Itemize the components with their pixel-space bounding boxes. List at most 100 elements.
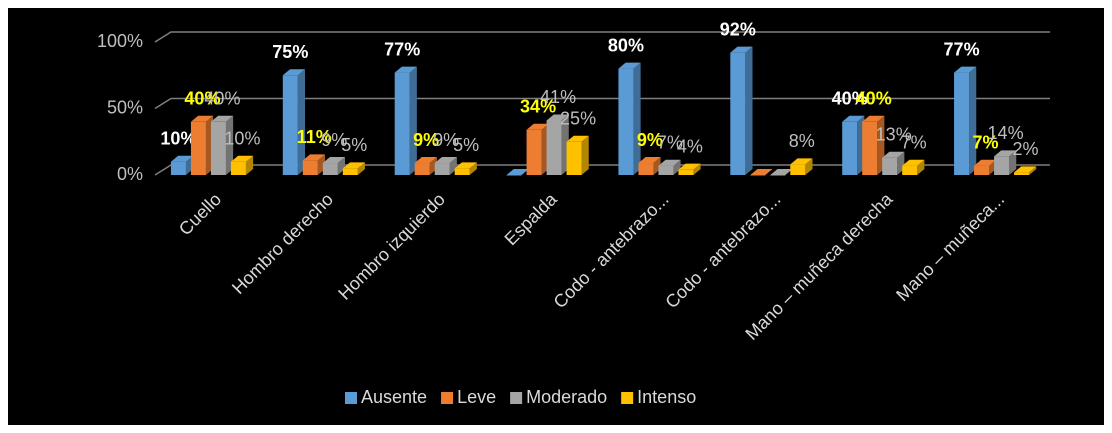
bar-side <box>469 162 477 175</box>
bar <box>902 165 918 175</box>
bar <box>882 157 898 175</box>
data-label: 8% <box>789 131 815 151</box>
data-label: 25% <box>560 109 596 129</box>
bar-top <box>394 66 417 73</box>
bar <box>678 169 694 175</box>
data-label: 9% <box>321 130 347 150</box>
data-label: 40% <box>184 89 220 109</box>
bar-side <box>969 66 977 175</box>
data-label: 40% <box>204 89 240 109</box>
bar-side <box>297 69 306 175</box>
bar <box>190 121 206 175</box>
bar-side <box>409 66 417 175</box>
grid-line <box>154 31 1050 43</box>
bar-top <box>342 162 366 169</box>
bar <box>546 120 562 175</box>
y-tick-label: 50% <box>107 97 143 117</box>
data-label: 10% <box>224 128 260 148</box>
bar-side <box>245 155 254 175</box>
data-label: 9% <box>433 130 459 150</box>
data-label: 92% <box>720 19 756 39</box>
legend-label: Moderado <box>526 387 607 407</box>
bar-side <box>581 135 589 175</box>
bar-top <box>678 163 701 170</box>
data-label: 13% <box>876 124 912 144</box>
data-label: 9% <box>413 130 439 150</box>
bar <box>230 161 246 175</box>
bar-side <box>1029 166 1037 175</box>
bar <box>414 163 430 175</box>
bar-top <box>1014 166 1037 173</box>
bar <box>282 75 298 175</box>
data-label: 5% <box>341 135 367 155</box>
data-label: 40% <box>832 89 868 109</box>
chart-background <box>8 8 1104 425</box>
bar <box>658 165 674 175</box>
bar-top <box>302 154 326 161</box>
bar <box>434 163 450 175</box>
bar-top <box>902 159 925 166</box>
bar <box>974 165 990 175</box>
bar <box>750 175 766 176</box>
bar-top <box>882 151 905 158</box>
bar <box>862 121 878 175</box>
bar-side <box>805 158 813 175</box>
bar <box>454 168 470 175</box>
bar <box>302 160 318 175</box>
bar-top <box>954 66 977 73</box>
bar-top <box>790 158 813 165</box>
legend-label: Leve <box>457 387 496 407</box>
bar <box>342 168 358 175</box>
data-label: 80% <box>608 35 644 55</box>
bar-top <box>170 155 194 162</box>
data-label: 9% <box>637 130 663 150</box>
bar-side <box>917 159 925 175</box>
bar-top <box>566 135 589 142</box>
legend-label: Intenso <box>637 387 696 407</box>
bar <box>322 163 338 175</box>
bar-top <box>638 157 661 164</box>
bar-side <box>337 157 346 175</box>
bar-top <box>862 115 885 122</box>
bar-side <box>693 163 701 175</box>
bar <box>394 72 410 175</box>
data-label: 2% <box>1013 139 1039 159</box>
bar-side <box>673 159 681 175</box>
y-tick-label: 100% <box>97 31 143 51</box>
bar-side <box>1009 150 1017 175</box>
bar-top <box>454 162 477 169</box>
bar <box>210 121 226 175</box>
bar <box>730 52 746 175</box>
legend-swatch <box>441 392 454 404</box>
bar-top <box>618 62 641 69</box>
data-label: 75% <box>272 42 308 62</box>
data-label: 10% <box>160 128 196 148</box>
bar-side <box>429 157 437 175</box>
data-label: 7% <box>901 132 927 152</box>
bar <box>638 163 654 175</box>
legend-swatch <box>510 392 523 404</box>
bar-top <box>546 114 569 121</box>
data-label: 40% <box>856 89 892 109</box>
legend-label: Ausente <box>361 387 427 407</box>
data-label: 7% <box>657 132 683 152</box>
bar-side <box>225 115 234 175</box>
bar-top <box>526 123 549 130</box>
legend-swatch <box>621 392 634 404</box>
grid-line <box>154 97 1050 110</box>
bar-top <box>842 115 865 122</box>
bar-top <box>506 169 529 175</box>
data-label: 34% <box>520 97 556 117</box>
bar <box>842 121 858 175</box>
bar-top <box>434 157 457 164</box>
bar-side <box>357 162 366 175</box>
bar <box>566 141 582 175</box>
data-label: 5% <box>453 135 479 155</box>
legend-swatch <box>345 392 357 404</box>
bar-top <box>190 115 214 122</box>
bar <box>526 129 542 175</box>
data-label: 7% <box>973 132 999 152</box>
bar-top <box>750 169 773 175</box>
y-tick-label: 0% <box>117 164 143 184</box>
